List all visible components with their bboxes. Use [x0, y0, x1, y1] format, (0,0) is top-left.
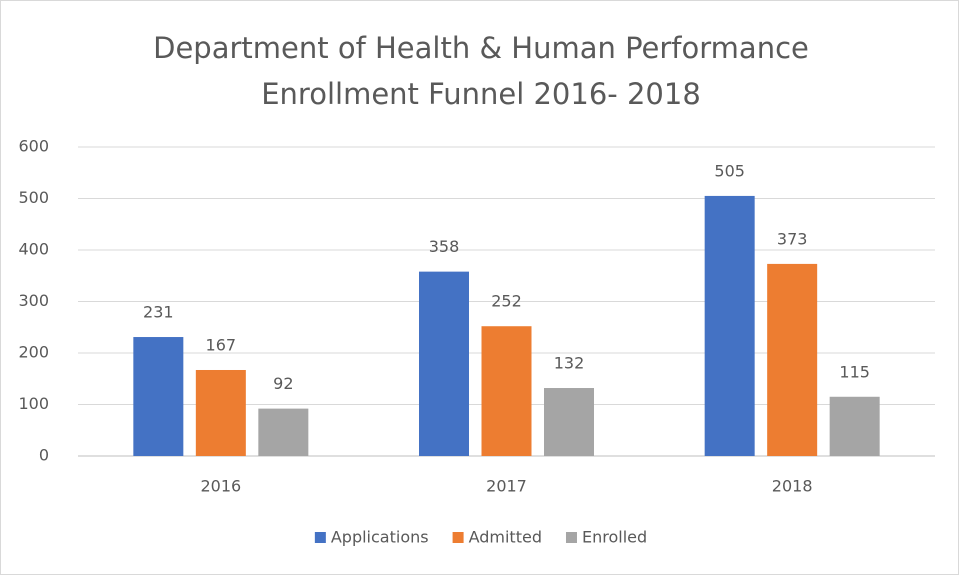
data-label: 358	[429, 237, 460, 256]
y-tick-label: 600	[18, 137, 49, 156]
data-label: 231	[143, 303, 174, 322]
bar	[829, 396, 880, 456]
legend-label: Applications	[331, 528, 429, 547]
legend-swatch	[452, 532, 464, 543]
bar	[544, 388, 594, 456]
y-tick-label: 0	[39, 446, 49, 465]
y-tick-label: 300	[18, 291, 49, 310]
bar	[419, 271, 469, 456]
y-tick-label: 400	[18, 240, 49, 259]
x-tick-label: 2018	[772, 477, 813, 496]
data-label: 167	[206, 335, 237, 354]
y-tick-label: 200	[18, 343, 49, 362]
y-tick-label: 100	[18, 394, 49, 413]
legend-label: Enrolled	[582, 528, 647, 547]
bar	[133, 337, 184, 456]
bar	[481, 326, 532, 456]
data-label: 252	[491, 292, 522, 311]
y-tick-label: 500	[18, 188, 49, 207]
x-tick-label: 2016	[200, 477, 241, 496]
data-label: 132	[554, 354, 585, 373]
chart-title: Department of Health & Human Performance	[153, 31, 809, 65]
data-label: 505	[714, 161, 745, 180]
chart-title: Enrollment Funnel 2016- 2018	[261, 77, 701, 111]
bar	[767, 263, 818, 456]
bar	[258, 408, 309, 456]
data-label: 115	[839, 362, 870, 381]
legend-label: Admitted	[469, 528, 542, 547]
data-label: 373	[777, 229, 808, 248]
x-tick-label: 2017	[486, 477, 527, 496]
bar	[704, 195, 755, 457]
data-label: 92	[273, 374, 293, 393]
legend-swatch	[565, 532, 577, 543]
legend-swatch	[314, 532, 326, 543]
bar	[195, 369, 246, 456]
